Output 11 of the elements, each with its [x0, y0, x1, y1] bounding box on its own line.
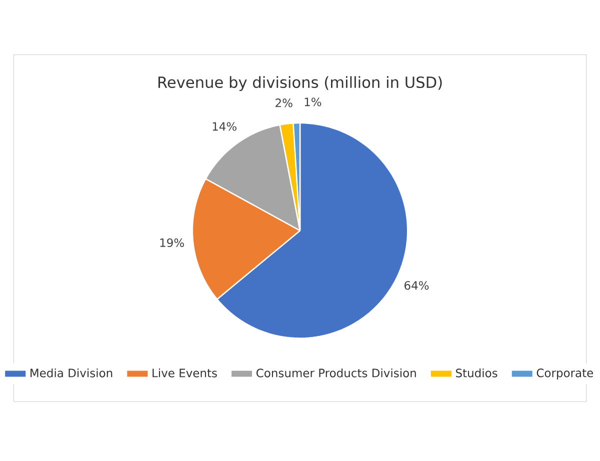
- legend-label: Live Events: [152, 368, 217, 378]
- data-label: 1%: [304, 97, 322, 106]
- legend-label: Media Division: [30, 368, 112, 378]
- legend-label: Studios: [456, 368, 498, 378]
- chart-title: Revenue by divisions (million in USD): [158, 76, 442, 91]
- legend-label: Corporate: [536, 368, 594, 380]
- legend-label: Consumer Products Division: [256, 368, 416, 378]
- data-label: 14%: [212, 122, 236, 131]
- data-label: 19%: [160, 238, 184, 247]
- data-label: 64%: [404, 280, 429, 290]
- data-label: 2%: [276, 98, 292, 108]
